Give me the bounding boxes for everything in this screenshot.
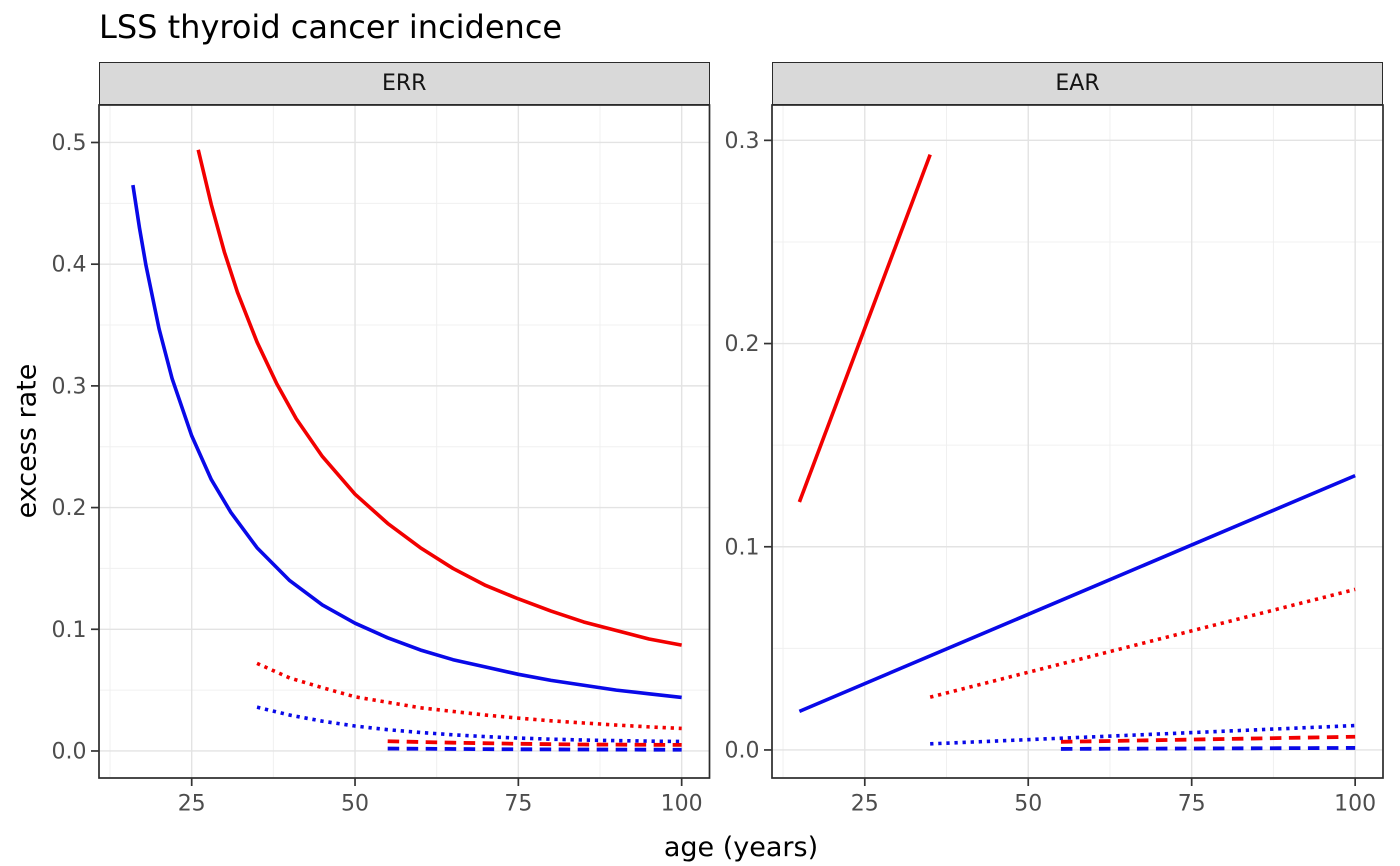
x-tick-label: 25	[178, 792, 206, 817]
facet-strip-label-err: ERR	[382, 71, 427, 96]
panel-border-err	[98, 104, 711, 779]
x-tick-label: 50	[1014, 792, 1042, 817]
facet-strip-err: ERR	[99, 62, 710, 105]
panel-border-ear	[771, 104, 1384, 779]
x-axis-title: age (years)	[663, 832, 819, 863]
series-group-err	[131, 149, 682, 752]
panel-err: 25 50 75 100 0.0 0.1 0.2 0.3 0.4 0.5	[52, 104, 711, 817]
y-tick-label: 0.2	[725, 332, 760, 357]
x-tick-label: 50	[341, 792, 369, 817]
panel-background-err	[99, 105, 710, 778]
y-tick-label: 0.1	[52, 618, 87, 643]
plot-title: LSS thyroid cancer incidence	[99, 8, 563, 46]
facet-strip-ear: EAR	[772, 62, 1383, 105]
series-line-ear-blue-dotted	[930, 723, 1356, 746]
gridlines-major-ear	[772, 105, 1383, 778]
y-tick-label: 0.0	[725, 738, 760, 763]
series-line-err-red-dashed	[387, 739, 682, 747]
y-axis-title: excess rate	[11, 363, 43, 519]
series-line-err-red-dotted	[256, 661, 682, 731]
gridlines-minor-err	[99, 105, 710, 778]
y-tick-label: 0.2	[52, 496, 87, 521]
y-tick-label: 0.5	[52, 131, 87, 156]
x-tick-label: 25	[851, 792, 879, 817]
gridlines-minor-ear	[772, 105, 1383, 778]
facet-strip-label-ear: EAR	[1055, 71, 1100, 96]
y-tick-label: 0.4	[52, 253, 87, 278]
series-line-ear-blue-dashed	[1060, 746, 1356, 751]
y-axis-err: 0.0 0.1 0.2 0.3 0.4 0.5	[52, 131, 99, 764]
y-tick-label: 0.3	[52, 374, 87, 399]
x-axis-err: 25 50 75 100	[178, 778, 703, 817]
x-tick-label: 75	[1178, 792, 1206, 817]
y-tick-label: 0.1	[725, 535, 760, 560]
y-tick-label: 0.3	[725, 129, 760, 154]
x-tick-label: 100	[1334, 792, 1376, 817]
series-group-ear	[797, 153, 1356, 751]
series-line-err-blue-dashed	[387, 746, 682, 752]
series-line-ear-red-dashed	[1060, 734, 1356, 744]
x-axis-ear: 25 50 75 100	[851, 778, 1376, 817]
x-tick-label: 75	[504, 792, 532, 817]
x-tick-label: 100	[661, 792, 703, 817]
series-line-ear-red-dotted	[929, 587, 1356, 699]
y-axis-ear: 0.0 0.1 0.2 0.3	[725, 129, 772, 763]
panel-ear: 25 50 75 100 0.0 0.1 0.2 0.3	[725, 104, 1384, 817]
panel-background-ear	[772, 105, 1383, 778]
series-line-ear-blue-solid	[798, 473, 1356, 714]
series-line-ear-red-solid	[797, 153, 932, 503]
y-tick-label: 0.0	[52, 739, 87, 764]
series-line-err-blue-solid	[131, 184, 682, 700]
series-line-err-red-solid	[196, 149, 682, 647]
